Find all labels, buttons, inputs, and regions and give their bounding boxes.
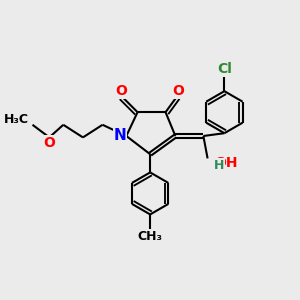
Text: N: N (114, 128, 127, 143)
Text: OH: OH (214, 156, 238, 170)
Text: O: O (115, 84, 127, 98)
Text: CH₃: CH₃ (138, 230, 163, 243)
Text: H₃C: H₃C (4, 113, 29, 126)
Text: Cl: Cl (217, 62, 232, 76)
Text: O: O (172, 84, 184, 98)
Text: H: H (214, 159, 224, 172)
Text: O: O (44, 136, 55, 150)
